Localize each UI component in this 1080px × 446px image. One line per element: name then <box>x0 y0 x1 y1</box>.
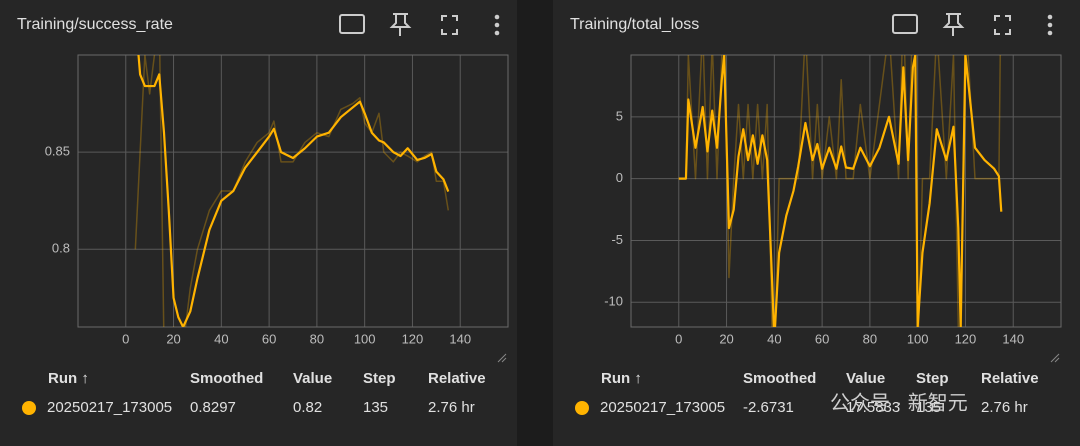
lines <box>134 55 450 327</box>
table-header: Run ↑ <box>601 370 642 387</box>
toolbar <box>339 13 500 36</box>
table-cell: 20250217_173005 <box>47 399 172 416</box>
table-header: Value <box>293 370 332 387</box>
y-tick-label: -5 <box>611 232 623 247</box>
y-tick-label: 0 <box>616 170 623 185</box>
run-color[interactable] <box>575 401 589 415</box>
table-cell: 135 <box>363 399 388 416</box>
watermark: 公众号 · 新智元 <box>830 391 968 414</box>
table-header: Run ↑ <box>48 370 89 387</box>
x-tick-label: 40 <box>767 331 781 346</box>
table-header: Step <box>363 370 396 387</box>
table-cell: 2.76 hr <box>981 399 1028 416</box>
table-header: Step <box>916 370 949 387</box>
table-header: Smoothed <box>743 370 816 387</box>
toolbar <box>892 13 1053 36</box>
x-tick-label: 140 <box>449 331 471 346</box>
fit-button[interactable] <box>339 14 365 34</box>
x-tick-label: 40 <box>214 331 228 346</box>
x-tick-label: 60 <box>262 331 276 346</box>
menu-button[interactable] <box>1047 22 1053 28</box>
x-tick-label: 60 <box>815 331 829 346</box>
y-tick-label: -10 <box>604 294 623 309</box>
table-cell: -2.6731 <box>743 399 794 416</box>
menu-button[interactable] <box>494 14 500 20</box>
x-tick-label: 20 <box>166 331 180 346</box>
table-cell: 2.76 hr <box>428 399 475 416</box>
panel <box>0 0 517 446</box>
x-tick-label: 80 <box>863 331 877 346</box>
y-tick-label: 0.8 <box>52 241 70 256</box>
run-color[interactable] <box>22 401 36 415</box>
y-tick-label: 0.85 <box>45 144 70 159</box>
plot-frame <box>630 54 1062 328</box>
table-cell: 135 <box>916 399 941 416</box>
resize-handle[interactable] <box>1050 353 1060 363</box>
x-tick-label: 0 <box>675 331 682 346</box>
fullscreen-button[interactable] <box>994 15 1011 35</box>
table-cell: 0.8297 <box>190 399 236 416</box>
x-tick-label: 120 <box>402 331 424 346</box>
x-tick-label: 20 <box>719 331 733 346</box>
menu-button[interactable] <box>494 22 500 28</box>
fullscreen-button[interactable] <box>441 15 458 35</box>
menu-button[interactable] <box>494 30 500 36</box>
x-tick-label: 100 <box>907 331 929 346</box>
chart-title: Training/success_rate <box>17 16 173 33</box>
series-line <box>137 55 450 327</box>
fit-button[interactable] <box>892 14 918 34</box>
table-header: Relative <box>428 370 486 387</box>
pin-button[interactable] <box>942 13 965 36</box>
table-header: Value <box>846 370 885 387</box>
resize-handle[interactable] <box>497 353 507 363</box>
pin-button[interactable] <box>389 13 412 36</box>
chart-panel: Training/total_loss -10 -5 0 5 0 20 40 60 80 100 12… <box>570 13 1062 416</box>
lines <box>678 55 1003 327</box>
table-cell: 17.5833 <box>846 399 900 416</box>
menu-button[interactable] <box>1047 14 1053 20</box>
panel <box>553 0 1080 446</box>
x-tick-label: 80 <box>310 331 324 346</box>
table-header: Relative <box>981 370 1039 387</box>
x-tick-label: 140 <box>1002 331 1024 346</box>
x-tick-label: 120 <box>955 331 977 346</box>
table-cell: 20250217_173005 <box>600 399 725 416</box>
table-header: Smoothed <box>190 370 263 387</box>
menu-button[interactable] <box>1047 30 1053 36</box>
y-tick-label: 5 <box>616 108 623 123</box>
plot-frame <box>77 54 509 328</box>
chart-title: Training/total_loss <box>570 16 699 33</box>
chart-panel: Training/success_rate 0.8 0.85 0 20 40 60 80 100… <box>17 13 509 416</box>
x-tick-label: 100 <box>354 331 376 346</box>
table-cell: 0.82 <box>293 399 322 416</box>
series-line <box>678 55 1003 327</box>
x-tick-label: 0 <box>122 331 129 346</box>
